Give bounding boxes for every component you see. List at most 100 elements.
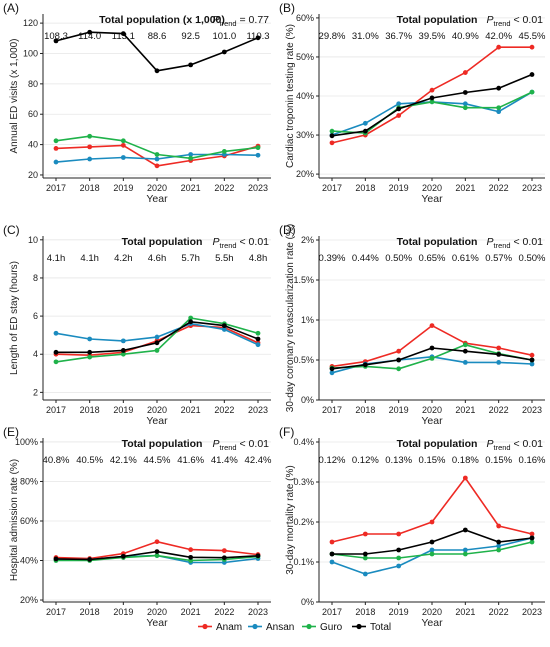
total-annotation: 0.44% <box>352 253 379 264</box>
data-point-total <box>496 352 502 357</box>
data-point-total <box>87 349 93 355</box>
x-tick-label: 2020 <box>147 607 167 617</box>
x-tick-label: 2020 <box>422 405 442 415</box>
x-tick-label: 2019 <box>113 607 133 617</box>
y-axis-title: Hospital admission rate (%) <box>9 459 20 581</box>
data-point-anam <box>529 44 535 50</box>
data-point-ansan <box>462 547 468 553</box>
y-axis-title: Annual ED visits (x 1,000) <box>9 38 20 153</box>
total-annotation: 40.5% <box>76 455 103 466</box>
x-tick-label: 2022 <box>489 183 509 193</box>
p-symbol: P <box>212 438 219 450</box>
legend-marker <box>252 623 258 630</box>
total-annotation: 0.50% <box>519 253 546 264</box>
p-subscript: trend <box>219 443 236 452</box>
legend-marker <box>202 623 208 630</box>
data-point-total <box>396 357 402 363</box>
x-tick-label: 2020 <box>422 607 442 617</box>
x-tick-label: 2018 <box>80 607 100 617</box>
total-annotation: 5.5h <box>215 253 234 264</box>
chart-panel-6: (F) 0% 0.1% 0.2% 0.3% 0.4% 2017 2018 2019 2020 202… <box>279 425 546 629</box>
data-point-total <box>221 323 227 329</box>
y-axis-title: Cardiac troponin testing rate (%) <box>285 24 296 168</box>
x-tick-label: 2021 <box>181 183 201 193</box>
data-point-guro <box>221 149 227 154</box>
y-tick-label: 8 <box>33 273 38 283</box>
y-tick-label: 0.4% <box>293 437 314 447</box>
data-point-anam <box>154 163 160 169</box>
series-line-total <box>331 73 533 137</box>
data-point-total <box>396 547 402 553</box>
data-point-anam <box>329 539 335 545</box>
x-tick-label: 2020 <box>147 405 167 415</box>
total-annotation: 0.15% <box>419 455 446 466</box>
total-annotation: 42.4% <box>245 455 272 466</box>
x-tick-label: 2020 <box>147 183 167 193</box>
total-annotation: 0.16% <box>519 455 546 466</box>
data-point-anam <box>529 531 535 537</box>
data-point-total <box>362 128 368 134</box>
total-annotation: 41.4% <box>211 455 238 466</box>
data-point-total <box>462 90 468 95</box>
total-annotation: 42.0% <box>485 31 512 42</box>
x-tick-label: 2020 <box>422 183 442 193</box>
x-tick-label: 2018 <box>80 183 100 193</box>
data-point-guro <box>154 152 160 157</box>
data-point-ansan <box>188 152 194 157</box>
panel-title: Total population <box>122 438 203 450</box>
data-point-ansan <box>496 109 502 115</box>
x-tick-label: 2019 <box>113 183 133 193</box>
total-annotation: 0.61% <box>452 253 479 264</box>
data-point-anam <box>221 548 227 554</box>
panel-title: Total population <box>122 236 203 248</box>
data-point-total <box>529 357 535 363</box>
data-point-anam <box>462 70 468 75</box>
legend-label: Anam <box>216 622 242 633</box>
p-value: = 0.77 <box>237 14 270 26</box>
data-point-guro <box>255 330 261 336</box>
data-point-total <box>529 72 535 77</box>
data-point-anam <box>396 348 402 354</box>
data-point-ansan <box>53 159 59 165</box>
total-annotation: 40.9% <box>452 31 479 42</box>
x-axis-title: Year <box>421 617 443 629</box>
y-tick-label: 20% <box>296 169 314 179</box>
x-tick-label: 2021 <box>181 405 201 415</box>
data-point-guro <box>462 105 468 111</box>
y-tick-label: 0.1% <box>293 557 314 567</box>
data-point-anam <box>496 523 502 529</box>
data-point-total <box>462 348 468 354</box>
y-tick-label: 2 <box>33 387 38 397</box>
legend-marker <box>356 623 362 630</box>
data-point-ansan <box>120 338 126 344</box>
data-point-ansan <box>429 547 435 553</box>
data-point-guro <box>429 551 435 557</box>
total-annotation: 36.7% <box>385 31 412 42</box>
legend-item-anam: Anam <box>198 622 242 633</box>
data-point-anam <box>462 475 468 481</box>
x-tick-label: 2019 <box>113 405 133 415</box>
total-annotation: 4.1h <box>80 253 99 264</box>
data-point-guro <box>462 551 468 557</box>
p-symbol: P <box>486 236 493 248</box>
data-point-total <box>120 348 126 353</box>
series-line-anam <box>331 477 533 543</box>
x-tick-label: 2019 <box>389 183 409 193</box>
total-annotation: 0.65% <box>419 253 446 264</box>
total-annotation: 5.7h <box>181 253 200 264</box>
y-tick-label: 1.5% <box>293 275 314 285</box>
data-point-ansan <box>154 334 160 340</box>
data-point-ansan <box>53 330 59 336</box>
p-trend-label: Ptrend = 0.77 <box>212 14 269 28</box>
data-point-ansan <box>120 155 126 160</box>
legend: Anam Ansan Guro Total <box>198 622 391 633</box>
p-subscript: trend <box>219 241 236 250</box>
data-point-guro <box>529 539 535 545</box>
p-value: < 0.01 <box>237 438 270 450</box>
p-value: < 0.01 <box>511 438 544 450</box>
total-annotation: 4.6h <box>148 253 167 264</box>
data-point-total <box>120 553 126 559</box>
data-point-anam <box>429 323 435 328</box>
data-point-total <box>329 551 335 557</box>
